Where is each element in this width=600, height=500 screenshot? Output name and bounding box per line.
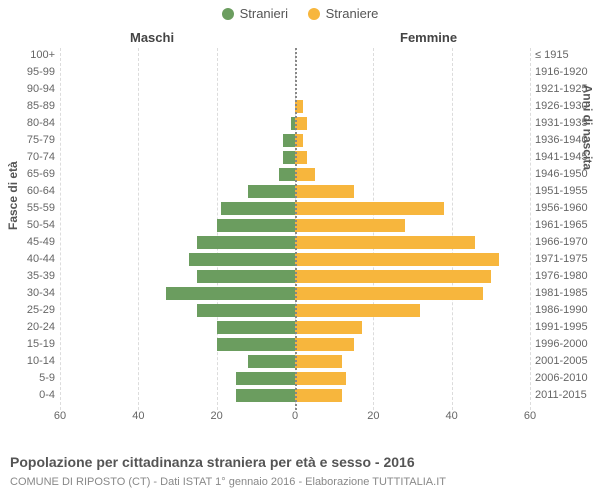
age-label: 30-34 xyxy=(10,286,55,301)
age-label: 85-89 xyxy=(10,99,55,114)
age-label: 75-79 xyxy=(10,133,55,148)
bar-female xyxy=(295,219,405,232)
age-label: 10-14 xyxy=(10,354,55,369)
bar-male xyxy=(248,185,295,198)
legend-item-female: Straniere xyxy=(308,6,379,21)
birth-year-label: 1991-1995 xyxy=(535,320,597,335)
age-label: 65-69 xyxy=(10,167,55,182)
legend-swatch-male xyxy=(222,8,234,20)
bar-female xyxy=(295,236,475,249)
grid-line xyxy=(530,48,531,410)
birth-year-label: 2006-2010 xyxy=(535,371,597,386)
header-female: Femmine xyxy=(400,30,457,45)
x-tick: 60 xyxy=(524,410,536,422)
x-tick: 0 xyxy=(292,410,298,422)
age-label: 25-29 xyxy=(10,303,55,318)
bar-female xyxy=(295,185,354,198)
birth-year-label: 1961-1965 xyxy=(535,218,597,233)
age-label: 95-99 xyxy=(10,65,55,80)
bar-male xyxy=(283,134,295,147)
age-label: 0-4 xyxy=(10,388,55,403)
age-label: 50-54 xyxy=(10,218,55,233)
bar-female xyxy=(295,355,342,368)
bar-female xyxy=(295,338,354,351)
legend-item-male: Stranieri xyxy=(222,6,288,21)
legend: Stranieri Straniere xyxy=(0,6,600,23)
age-label: 40-44 xyxy=(10,252,55,267)
bar-female xyxy=(295,304,420,317)
chart-title: Popolazione per cittadinanza straniera p… xyxy=(10,454,415,470)
bar-female xyxy=(295,270,491,283)
bar-female xyxy=(295,253,499,266)
birth-year-label: 1936-1940 xyxy=(535,133,597,148)
x-tick: 40 xyxy=(446,410,458,422)
bar-male xyxy=(236,372,295,385)
birth-year-label: 1941-1945 xyxy=(535,150,597,165)
center-axis xyxy=(295,48,297,410)
x-tick: 60 xyxy=(54,410,66,422)
bar-male xyxy=(283,151,295,164)
age-label: 20-24 xyxy=(10,320,55,335)
age-label: 55-59 xyxy=(10,201,55,216)
legend-label-female: Straniere xyxy=(326,6,379,21)
bar-male xyxy=(189,253,295,266)
bar-male xyxy=(197,304,295,317)
age-label: 80-84 xyxy=(10,116,55,131)
legend-swatch-female xyxy=(308,8,320,20)
birth-year-label: 1986-1990 xyxy=(535,303,597,318)
chart-subtitle: COMUNE DI RIPOSTO (CT) - Dati ISTAT 1° g… xyxy=(10,476,446,488)
birth-year-label: 1996-2000 xyxy=(535,337,597,352)
birth-year-label: 1976-1980 xyxy=(535,269,597,284)
x-axis: 6040200204060 xyxy=(60,410,530,428)
bar-male xyxy=(217,338,295,351)
bar-female xyxy=(295,202,444,215)
birth-year-label: 1981-1985 xyxy=(535,286,597,301)
bar-male xyxy=(248,355,295,368)
age-label: 15-19 xyxy=(10,337,55,352)
birth-year-label: 1926-1930 xyxy=(535,99,597,114)
age-label: 5-9 xyxy=(10,371,55,386)
bar-female xyxy=(295,287,483,300)
x-tick: 20 xyxy=(211,410,223,422)
bar-male xyxy=(221,202,295,215)
birth-year-label: 1931-1935 xyxy=(535,116,597,131)
age-label: 35-39 xyxy=(10,269,55,284)
bar-male xyxy=(236,389,295,402)
bar-female xyxy=(295,372,346,385)
birth-year-label: 2001-2005 xyxy=(535,354,597,369)
bar-female xyxy=(295,168,315,181)
age-label: 90-94 xyxy=(10,82,55,97)
bar-male xyxy=(217,321,295,334)
age-label: 45-49 xyxy=(10,235,55,250)
x-tick: 40 xyxy=(132,410,144,422)
header-male: Maschi xyxy=(130,30,174,45)
birth-year-label: 1951-1955 xyxy=(535,184,597,199)
birth-year-label: 1916-1920 xyxy=(535,65,597,80)
age-label: 100+ xyxy=(10,48,55,63)
bar-female xyxy=(295,321,362,334)
birth-year-label: 1946-1950 xyxy=(535,167,597,182)
birth-year-label: ≤ 1915 xyxy=(535,48,597,63)
bar-male xyxy=(166,287,295,300)
x-tick: 20 xyxy=(367,410,379,422)
birth-year-label: 1956-1960 xyxy=(535,201,597,216)
bar-male xyxy=(279,168,295,181)
birth-year-label: 1921-1925 xyxy=(535,82,597,97)
plot-area: 6040200204060 100+≤ 191595-991916-192090… xyxy=(60,48,530,433)
age-label: 70-74 xyxy=(10,150,55,165)
bar-male xyxy=(197,236,295,249)
birth-year-label: 2011-2015 xyxy=(535,388,597,403)
bar-male xyxy=(217,219,295,232)
bar-female xyxy=(295,389,342,402)
legend-label-male: Stranieri xyxy=(240,6,288,21)
birth-year-label: 1971-1975 xyxy=(535,252,597,267)
age-label: 60-64 xyxy=(10,184,55,199)
bar-male xyxy=(197,270,295,283)
pyramid-chart-container: Stranieri Straniere Maschi Femmine Fasce… xyxy=(0,0,600,500)
birth-year-label: 1966-1970 xyxy=(535,235,597,250)
